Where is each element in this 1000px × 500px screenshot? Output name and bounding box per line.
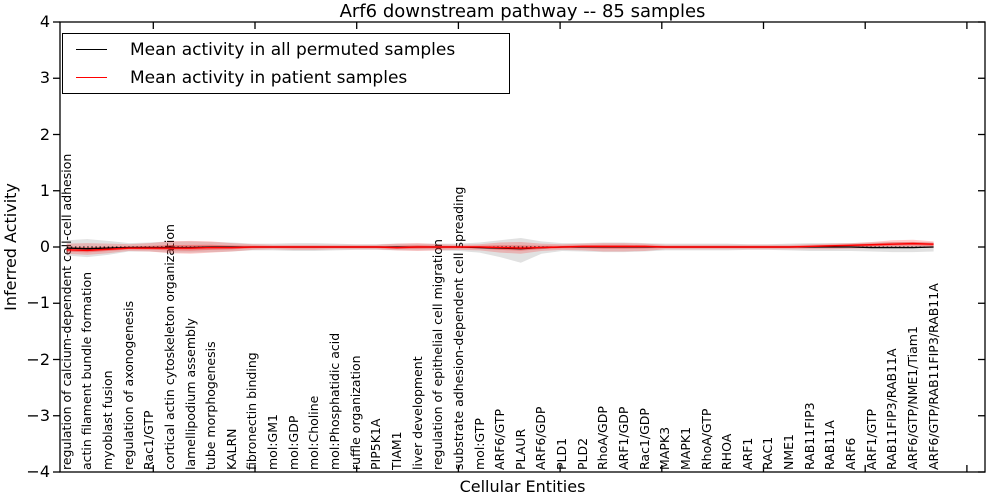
y-tick-label: −3 [26,405,50,425]
x-category-label: RAB11FIP3 [801,402,817,470]
legend: Mean activity in all permuted samples Me… [62,33,510,94]
x-category-label: actin filament bundle formation [79,271,95,470]
x-category-label: RHOA [719,433,735,470]
patient-range-band-outer [66,239,934,255]
x-category-label: ARF6/GTP/NME1/Tiam1 [904,326,920,470]
patient-line-swatch [76,77,107,78]
x-category-label: tube morphogenesis [203,341,219,470]
y-tick-label: 3 [39,68,50,88]
x-axis-label: Cellular Entities [459,477,586,496]
permuted-range-band [66,238,934,263]
x-category-label: PIP5K1A [368,418,384,470]
x-category-label: ARF6/GTP/RAB11FIP3/RAB11A [925,283,941,470]
x-category-label: ruffle organization [347,355,363,470]
x-category-label: RhoA/GTP [698,408,714,470]
legend-item-permuted: Mean activity in all permuted samples [63,36,509,64]
x-category-label: substrate adhesion-dependent cell spread… [450,186,466,470]
x-category-label: RAB11A [822,420,838,470]
x-category-label: lamellipodium assembly [182,318,198,470]
x-category-label: liver development [409,356,425,470]
x-category-label: RhoA/GDP [595,406,611,470]
x-category-label: mol:GDP [285,415,301,470]
x-category-label: ARF6/GTP [492,408,508,470]
x-category-label: mol:GM1 [265,414,281,470]
x-category-label: PLAUR [512,428,528,470]
legend-label-permuted: Mean activity in all permuted samples [130,39,456,60]
x-category-label: regulation of axonogenesis [120,300,136,470]
y-tick-label: −2 [26,349,50,369]
x-category-label: RAC1 [760,436,776,470]
permuted-line-swatch [76,49,107,50]
x-category-label: ARF6/GDP [533,406,549,470]
x-category-label: mol:GTP [471,418,487,470]
y-tick-label: 4 [39,12,50,31]
x-category-label: ARF1 [739,437,755,470]
y-tick-label: 1 [39,180,50,200]
y-tick-label: 2 [39,124,50,144]
x-category-label: KALRN [223,428,239,470]
x-category-label: MAPK3 [657,426,673,470]
x-category-label: mol:Choline [306,395,322,470]
legend-label-patient: Mean activity in patient samples [130,67,408,88]
x-category-label: RAB11FIP3/RAB11A [884,348,900,470]
x-category-label: cortical actin cytoskeleton organization [161,224,177,470]
x-category-label: Rac1/GTP [141,410,157,470]
y-tick-label: −4 [26,462,50,481]
x-category-label: TIAM1 [388,431,404,470]
x-category-label: NME1 [781,434,797,470]
x-category-label: MAPK1 [677,426,693,470]
patient-mean-line [66,242,934,252]
x-category-label: ARF6 [843,437,859,470]
permuted-mean-line [66,246,934,250]
x-category-label: PLD1 [554,437,570,470]
y-tick-label: −1 [26,293,50,313]
x-category-label: regulation of calcium-dependent cell-cel… [58,153,74,470]
x-category-label: fibronectin binding [244,352,260,470]
chart-title: Arf6 downstream pathway -- 85 samples [339,1,706,22]
x-category-label: ARF1/GTP [863,408,879,470]
x-category-label: ARF1/GDP [615,406,631,470]
x-category-label: Rac1/GDP [636,408,652,470]
y-tick-label: 0 [39,237,50,256]
x-category-label: PLD2 [574,437,590,470]
patient-range-band-inner [66,241,934,253]
x-category-label: mol:Phosphatidic acid [327,332,343,470]
x-category-label: regulation of epithelial cell migration [430,239,446,470]
x-category-label: myoblast fusion [99,370,115,470]
legend-item-patient: Mean activity in patient samples [63,64,509,92]
